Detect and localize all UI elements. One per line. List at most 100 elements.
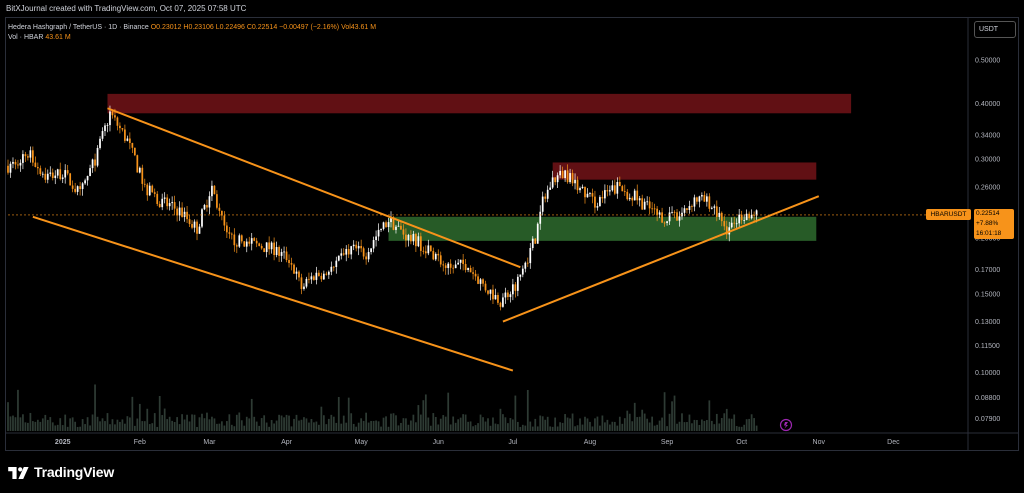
candle-body [320, 275, 323, 280]
volume-bar [273, 423, 275, 431]
volume-bar [405, 418, 407, 431]
volume-bar [54, 425, 57, 431]
candle-body [668, 212, 671, 222]
candle-body [342, 253, 345, 255]
volume-bar [402, 418, 405, 431]
volume-bar [710, 420, 713, 431]
candle-body [355, 244, 358, 249]
candle-body [753, 214, 755, 216]
volume-bar [367, 422, 370, 431]
demand-zone-2 [388, 216, 817, 241]
candle-body [278, 247, 280, 256]
volume-bar [71, 417, 74, 431]
candle-body [576, 179, 579, 191]
y-tick-label: 0.11500 [975, 343, 1000, 350]
candle-body [571, 173, 574, 184]
volume-indicator-value: 43.61 M [45, 34, 71, 41]
volume-bar [604, 422, 606, 431]
volume-bar [340, 423, 343, 431]
y-tick-label: 0.50000 [975, 58, 1000, 65]
volume-bar [656, 424, 658, 431]
candle-body [370, 248, 372, 252]
volume-bar [191, 414, 193, 431]
candle-body [300, 277, 303, 289]
candle-body [201, 209, 203, 227]
candle-body [233, 234, 236, 246]
volume-bar [688, 414, 691, 431]
volume-bar [740, 426, 743, 431]
volume-bar [230, 424, 233, 431]
trendline-1 [32, 215, 514, 372]
candle-body [27, 156, 29, 158]
candle-body [146, 184, 149, 196]
candle-body [514, 284, 517, 291]
volume-bar [161, 415, 164, 431]
candle-body [730, 222, 733, 228]
volume-bar [143, 421, 146, 431]
volume-bar [280, 415, 283, 431]
volume-bar [718, 423, 721, 431]
volume-indicator-label[interactable]: Vol · HBAR [8, 34, 44, 41]
volume-bar [454, 422, 457, 431]
volume-bar [442, 415, 445, 431]
volume-bar [594, 418, 596, 431]
symbol-name[interactable]: Hedera Hashgraph / TetherUS · 1D · Binan… [8, 24, 149, 31]
volume-bar [715, 413, 718, 431]
candle-body [696, 197, 698, 202]
volume-bar [233, 426, 236, 431]
volume-bar [196, 426, 198, 431]
y-tick-label: 0.26000 [975, 184, 1000, 191]
volume-bar [705, 420, 708, 431]
y-tick-label: 0.30000 [975, 157, 1000, 164]
currency-unit-button[interactable]: USDT [974, 21, 1016, 38]
volume-bar [318, 424, 320, 431]
volume-bar [44, 414, 47, 431]
volume-bar [74, 421, 77, 431]
candle-body [422, 250, 425, 252]
candle-body [186, 211, 188, 220]
candle-body [94, 159, 96, 166]
volume-bar [392, 413, 395, 431]
x-tick-label: Jul [508, 439, 517, 446]
candle-body [459, 259, 462, 263]
close-value: C0.22514 [246, 24, 278, 31]
volume-bar [59, 418, 62, 431]
volume-bar [206, 412, 208, 431]
volume-bar [611, 421, 614, 431]
candle-body [415, 233, 417, 247]
volume-bar [584, 416, 586, 431]
candle-body [313, 276, 315, 280]
volume-bar [686, 422, 688, 431]
candle-body [740, 214, 743, 221]
candle-body [385, 222, 387, 227]
volume-bar [104, 421, 106, 431]
candle-body [106, 125, 109, 126]
candle-body [41, 173, 44, 175]
candle-body [290, 263, 293, 265]
volume-bar [382, 417, 385, 431]
candle-body [579, 188, 581, 191]
volume-bar [529, 421, 532, 431]
volume-bar [320, 406, 323, 431]
volume-bar [549, 426, 552, 431]
volume-bar [626, 410, 629, 431]
candle-body [631, 197, 634, 201]
candle-body [104, 125, 106, 132]
candle-body [375, 236, 377, 241]
volume-bar [613, 421, 616, 431]
volume-bar [275, 420, 278, 431]
volume-bar [238, 412, 241, 431]
candle-body [541, 196, 544, 212]
volume-bar [472, 426, 474, 431]
volume-bar [390, 413, 392, 431]
candle-body [382, 222, 385, 229]
volume-bar [250, 398, 253, 431]
volume-bar [395, 415, 397, 431]
volume-bar [258, 425, 261, 431]
candle-body [19, 162, 22, 166]
volume-bar [735, 426, 738, 431]
tradingview-logo[interactable]: TradingView [8, 464, 114, 480]
volume-bar [106, 413, 109, 431]
volume-bar [168, 416, 171, 431]
